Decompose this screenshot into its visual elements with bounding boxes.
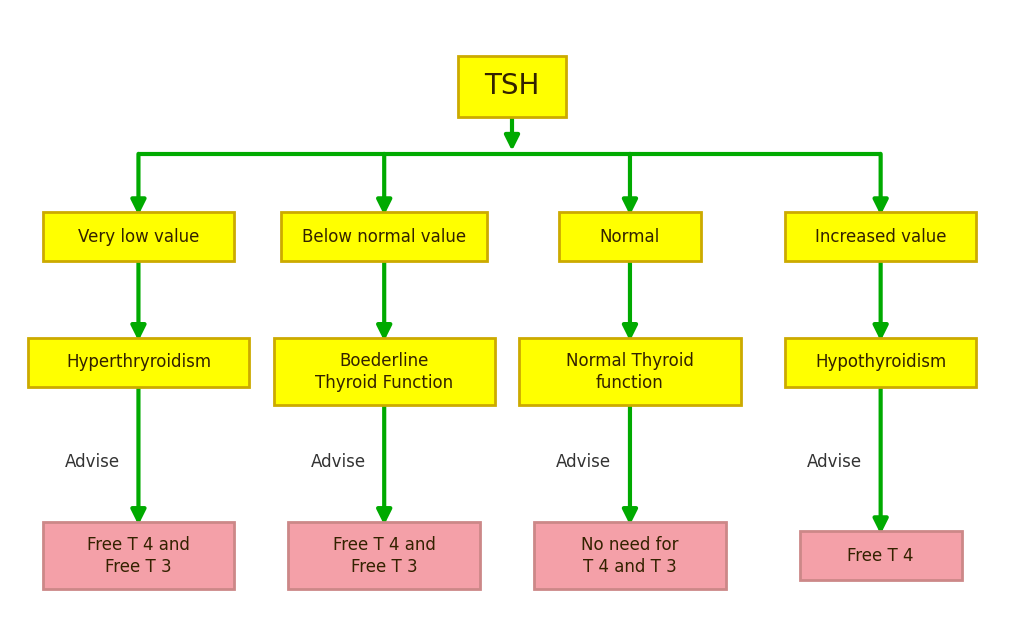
Text: Advise: Advise: [807, 453, 862, 471]
FancyBboxPatch shape: [559, 212, 701, 261]
Text: Normal Thyroid
function: Normal Thyroid function: [566, 351, 694, 392]
FancyBboxPatch shape: [784, 212, 977, 261]
FancyBboxPatch shape: [281, 212, 487, 261]
FancyBboxPatch shape: [28, 338, 249, 387]
FancyBboxPatch shape: [519, 338, 740, 405]
Text: Advise: Advise: [556, 453, 611, 471]
Text: Hyperthryroidism: Hyperthryroidism: [66, 353, 211, 371]
Text: Free T 4 and
Free T 3: Free T 4 and Free T 3: [87, 535, 189, 576]
FancyBboxPatch shape: [800, 531, 962, 580]
FancyBboxPatch shape: [458, 56, 566, 117]
Text: Hypothyroidism: Hypothyroidism: [815, 353, 946, 371]
Text: Advise: Advise: [310, 453, 366, 471]
FancyBboxPatch shape: [784, 338, 977, 387]
Text: Free T 4 and
Free T 3: Free T 4 and Free T 3: [333, 535, 435, 576]
Text: Very low value: Very low value: [78, 227, 199, 245]
Text: Increased value: Increased value: [815, 227, 946, 245]
Text: Free T 4: Free T 4: [848, 547, 913, 565]
Text: Advise: Advise: [65, 453, 120, 471]
FancyBboxPatch shape: [535, 522, 726, 589]
FancyBboxPatch shape: [43, 522, 234, 589]
FancyBboxPatch shape: [289, 522, 480, 589]
FancyBboxPatch shape: [273, 338, 495, 405]
Text: TSH: TSH: [484, 72, 540, 100]
FancyBboxPatch shape: [43, 212, 234, 261]
Text: Below normal value: Below normal value: [302, 227, 466, 245]
Text: Normal: Normal: [600, 227, 660, 245]
Text: No need for
T 4 and T 3: No need for T 4 and T 3: [582, 535, 679, 576]
Text: Boederline
Thyroid Function: Boederline Thyroid Function: [315, 351, 454, 392]
